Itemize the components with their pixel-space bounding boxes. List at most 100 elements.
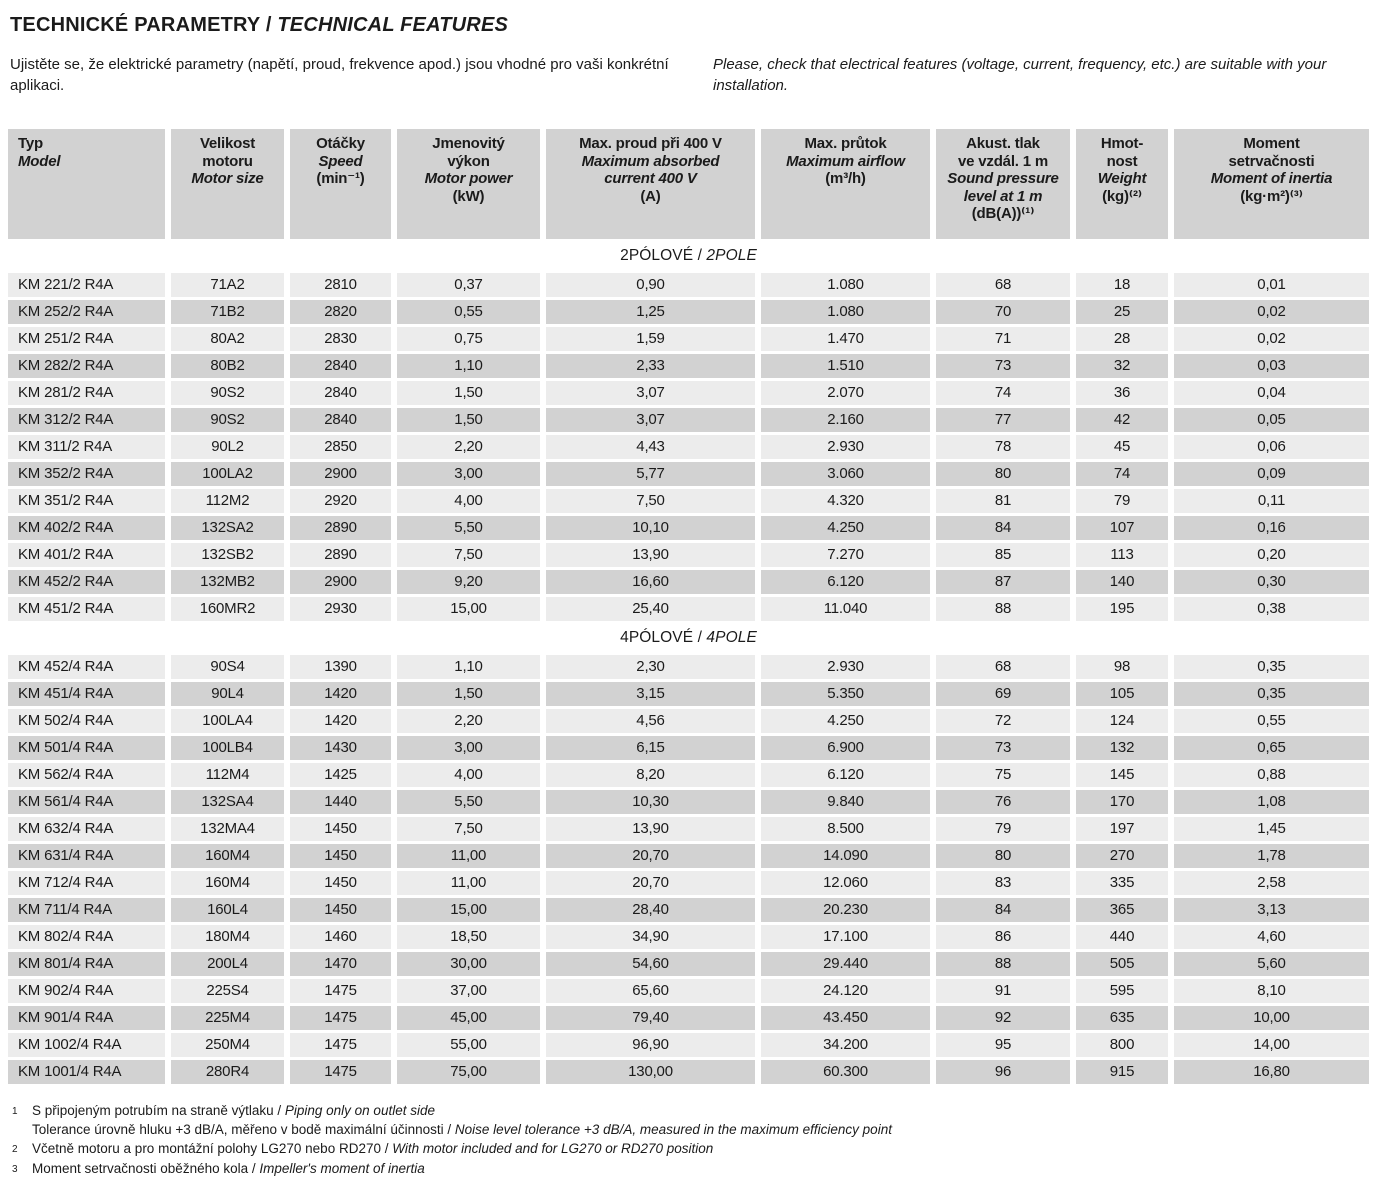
- value-cell: 2.930: [761, 655, 930, 680]
- value-cell: 69: [936, 682, 1070, 707]
- value-cell: 2830: [290, 327, 391, 352]
- value-cell: 74: [1076, 462, 1168, 487]
- value-cell: 25,40: [546, 597, 755, 622]
- value-cell: 2820: [290, 300, 391, 325]
- value-cell: 8,10: [1174, 979, 1369, 1004]
- footnote-marker: 3: [12, 1164, 18, 1176]
- value-cell: 7,50: [397, 543, 540, 568]
- table-row: KM 352/2 R4A 100LA2 2900 3,00 5,77 3.060 80 74 0…: [8, 462, 1369, 487]
- table-row: KM 712/4 R4A 160M4 1450 11,00 20,70 12.060 83 3…: [8, 871, 1369, 896]
- value-cell: 3,07: [546, 408, 755, 433]
- value-cell: 0,90: [546, 273, 755, 298]
- value-cell: 0,01: [1174, 273, 1369, 298]
- value-cell: 5,60: [1174, 952, 1369, 977]
- value-cell: 6.120: [761, 763, 930, 788]
- model-cell: KM 901/4 R4A: [8, 1006, 165, 1031]
- header-row: Typ Model Velikost motoru Motor size Otáčky S…: [8, 129, 1369, 240]
- value-cell: 7,50: [397, 817, 540, 842]
- value-cell: 5,50: [397, 516, 540, 541]
- footnote-2: 2 Včetně motoru a pro montážní polohy LG2…: [12, 1139, 1370, 1159]
- value-cell: 2,20: [397, 435, 540, 460]
- value-cell: 112M4: [171, 763, 284, 788]
- value-cell: 0,03: [1174, 354, 1369, 379]
- footnote-english: With motor included and for LG270 or RD2…: [392, 1141, 714, 1157]
- value-cell: 24.120: [761, 979, 930, 1004]
- table-row: KM 561/4 R4A 132SA4 1440 5,50 10,30 9.840 76 17…: [8, 790, 1369, 815]
- table-row: KM 351/2 R4A 112M2 2920 4,00 7,50 4.320 81 79 0,…: [8, 489, 1369, 514]
- value-cell: 1.470: [761, 327, 930, 352]
- value-cell: 130,00: [546, 1060, 755, 1085]
- table-row: KM 632/4 R4A 132MA4 1450 7,50 13,90 8.500 79 19…: [8, 817, 1369, 842]
- footnote-marker: 1: [12, 1106, 18, 1118]
- value-cell: 5.350: [761, 682, 930, 707]
- column-header-3: Jmenovitý výkon Motor power (kW): [397, 129, 540, 240]
- value-cell: 9.840: [761, 790, 930, 815]
- table-row: KM 251/2 R4A 80A2 2830 0,75 1,59 1.470 71 28 0,0…: [8, 327, 1369, 352]
- footnote-line: Včetně motoru a pro montážní polohy LG27…: [32, 1139, 1370, 1158]
- value-cell: 96,90: [546, 1033, 755, 1058]
- model-cell: KM 401/2 R4A: [8, 543, 165, 568]
- value-cell: 0,35: [1174, 682, 1369, 707]
- footnote-line: Tolerance úrovně hluku +3 dB/A, měřeno v…: [32, 1120, 1370, 1139]
- value-cell: 1,50: [397, 381, 540, 406]
- footnote-marker: 2: [12, 1144, 18, 1156]
- value-cell: 145: [1076, 763, 1168, 788]
- model-cell: KM 251/2 R4A: [8, 327, 165, 352]
- value-cell: 0,05: [1174, 408, 1369, 433]
- section-label-czech: 4PÓLOVÉ /: [620, 629, 707, 647]
- column-header-unit: (kg)⁽²⁾: [1102, 187, 1142, 205]
- column-header-czech: Hmot- nost: [1100, 135, 1144, 170]
- model-cell: KM 561/4 R4A: [8, 790, 165, 815]
- value-cell: 7.270: [761, 543, 930, 568]
- column-header-5: Max. průtok Maximum airflow (m³/h): [761, 129, 930, 240]
- value-cell: 16,80: [1174, 1060, 1369, 1085]
- value-cell: 3,07: [546, 381, 755, 406]
- column-header-2: Otáčky Speed (min⁻¹): [290, 129, 391, 240]
- value-cell: 34.200: [761, 1033, 930, 1058]
- value-cell: 30,00: [397, 952, 540, 977]
- value-cell: 915: [1076, 1060, 1168, 1085]
- value-cell: 3,15: [546, 682, 755, 707]
- value-cell: 3,13: [1174, 898, 1369, 923]
- value-cell: 29.440: [761, 952, 930, 977]
- table-row: KM 221/2 R4A 71A2 2810 0,37 0,90 1.080 68 18 0,0…: [8, 273, 1369, 298]
- model-cell: KM 562/4 R4A: [8, 763, 165, 788]
- value-cell: 1420: [290, 682, 391, 707]
- value-cell: 0,06: [1174, 435, 1369, 460]
- table-row: KM 451/4 R4A 90L4 1420 1,50 3,15 5.350 69 105 0,…: [8, 682, 1369, 707]
- value-cell: 1,10: [397, 354, 540, 379]
- value-cell: 225M4: [171, 1006, 284, 1031]
- value-cell: 197: [1076, 817, 1168, 842]
- value-cell: 2,58: [1174, 871, 1369, 896]
- value-cell: 2.930: [761, 435, 930, 460]
- value-cell: 10,00: [1174, 1006, 1369, 1031]
- value-cell: 9,20: [397, 570, 540, 595]
- value-cell: 79,40: [546, 1006, 755, 1031]
- value-cell: 73: [936, 736, 1070, 761]
- section-header-row: 2PÓLOVÉ / 2POLE: [8, 242, 1369, 271]
- footnote-czech: S připojeným potrubím na straně výtlaku …: [32, 1103, 285, 1119]
- value-cell: 18: [1076, 273, 1168, 298]
- value-cell: 4.250: [761, 516, 930, 541]
- value-cell: 4.250: [761, 709, 930, 734]
- value-cell: 75,00: [397, 1060, 540, 1085]
- value-cell: 132SA2: [171, 516, 284, 541]
- value-cell: 3,00: [397, 736, 540, 761]
- value-cell: 20,70: [546, 844, 755, 869]
- section-label-english: 4POLE: [706, 629, 757, 647]
- value-cell: 2840: [290, 354, 391, 379]
- value-cell: 1450: [290, 898, 391, 923]
- value-cell: 90S4: [171, 655, 284, 680]
- value-cell: 68: [936, 655, 1070, 680]
- value-cell: 10,10: [546, 516, 755, 541]
- value-cell: 85: [936, 543, 1070, 568]
- value-cell: 28,40: [546, 898, 755, 923]
- value-cell: 100LA2: [171, 462, 284, 487]
- column-header-czech: Moment setrvačnosti: [1228, 135, 1315, 170]
- value-cell: 180M4: [171, 925, 284, 950]
- footnote-czech: Tolerance úrovně hluku +3 dB/A, měřeno v…: [32, 1122, 455, 1138]
- value-cell: 11,00: [397, 871, 540, 896]
- value-cell: 74: [936, 381, 1070, 406]
- table-row: KM 801/4 R4A 200L4 1470 30,00 54,60 29.440 88 5…: [8, 952, 1369, 977]
- value-cell: 1,08: [1174, 790, 1369, 815]
